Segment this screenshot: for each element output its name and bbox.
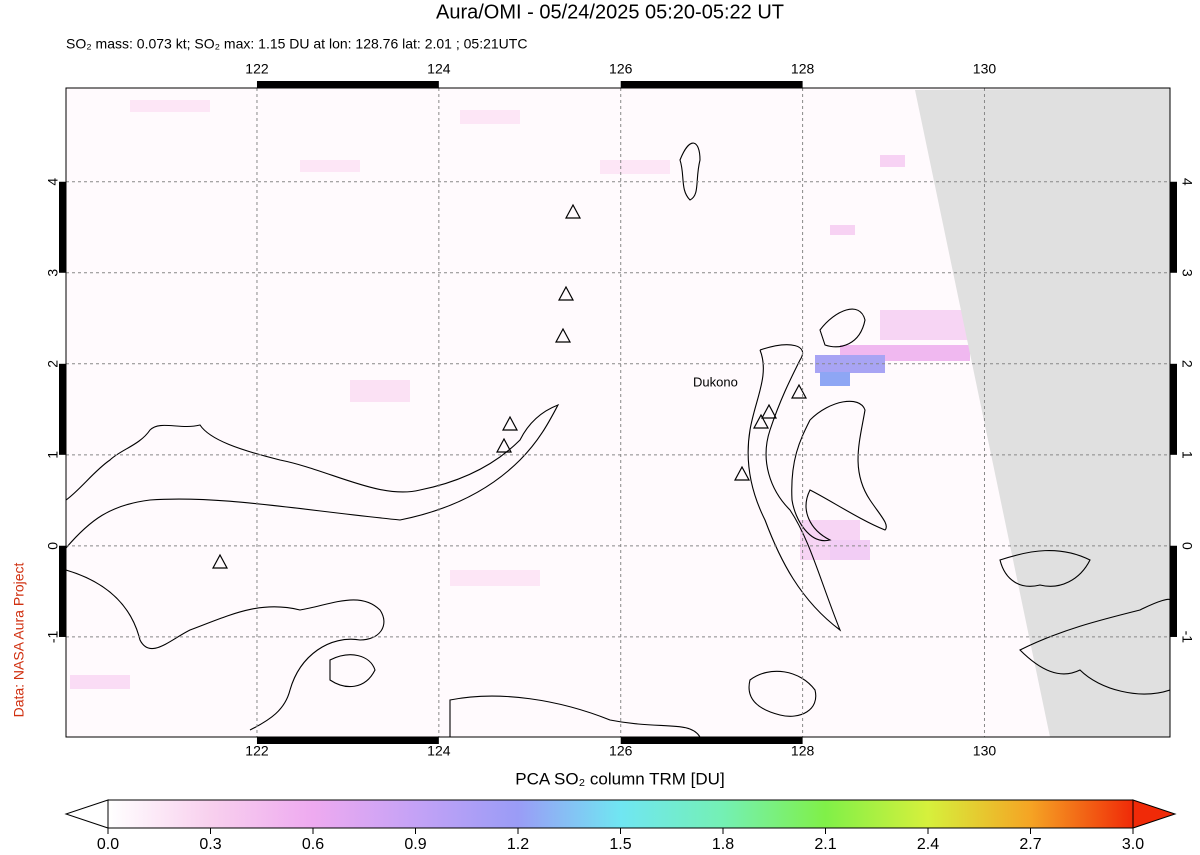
y-tick-label: 2: [1179, 360, 1195, 368]
no-data-swath: [915, 88, 1170, 737]
y-tick-label: 4: [1179, 178, 1195, 186]
x-tick-label: 128: [791, 61, 815, 77]
frame-bar: [256, 81, 439, 88]
x-tick-label: 128: [791, 743, 815, 759]
x-tick-label: 122: [245, 743, 269, 759]
frame-bar: [1170, 545, 1177, 637]
x-tick-label: 130: [973, 743, 997, 759]
colorbar-tick-label: 1.5: [609, 836, 631, 853]
x-tick-label: 124: [427, 61, 451, 77]
subtitle: SO₂ mass: 0.073 kt; SO₂ max: 1.15 DU at …: [66, 36, 527, 52]
colorbar-tick-label: 2.4: [917, 836, 939, 853]
so2-pixels: [815, 355, 885, 373]
colorbar-tick-label: 1.2: [507, 836, 529, 853]
y-tick-label: 1: [1179, 451, 1195, 459]
coastlines: [66, 142, 1170, 737]
frame-bar: [1170, 181, 1177, 273]
volcano-label: Dukono: [693, 374, 738, 389]
colorbar-tick-label: 2.7: [1019, 836, 1041, 853]
volcanoes: [211, 203, 808, 569]
y-tick-label: 2: [45, 360, 61, 368]
colorbar: [107, 799, 1134, 829]
colorbar-tick-label: 1.8: [712, 836, 734, 853]
y-tick-label: 3: [45, 269, 61, 277]
y-tick-label: 4: [45, 178, 61, 186]
x-tick-label: 126: [609, 743, 633, 759]
x-tick-label: 130: [973, 61, 997, 77]
frame-bar: [59, 363, 66, 455]
y-tick-label: 3: [1179, 269, 1195, 277]
y-tick-label: -1: [1179, 631, 1195, 644]
colorbar-arrow-low: [64, 799, 109, 829]
x-tick-label: 122: [245, 61, 269, 77]
colorbar-arrow-high: [1132, 799, 1177, 829]
x-tick-label: 124: [427, 743, 451, 759]
colorbar-tick-label: 0.6: [302, 836, 324, 853]
colorbar-label: PCA SO₂ column TRM [DU]: [515, 769, 724, 788]
title: Aura/OMI - 05/24/2025 05:20-05:22 UT: [436, 1, 784, 23]
colorbar-tick-label: 0.9: [404, 836, 426, 853]
credit: Data: NASA Aura Project: [11, 562, 27, 717]
y-tick-label: 0: [45, 542, 61, 550]
so2-pixels: [820, 372, 850, 386]
colorbar-tick-label: 0.0: [97, 836, 119, 853]
frame-bar: [59, 181, 66, 273]
colorbar-tick-label: 3.0: [1122, 836, 1144, 853]
frame-bar: [620, 737, 803, 744]
frame-bar: [59, 545, 66, 637]
colorbar-tick-label: 2.1: [814, 836, 836, 853]
x-tick-label: 126: [609, 61, 633, 77]
frame-bar: [256, 737, 439, 744]
y-tick-label: -1: [45, 630, 61, 643]
colorbar-tick-label: 0.3: [199, 836, 221, 853]
map-area: [66, 88, 1170, 737]
y-tick-label: 1: [45, 451, 61, 459]
so2-pixels: [70, 100, 970, 689]
frame-bar: [1170, 363, 1177, 455]
y-tick-label: 0: [1179, 542, 1195, 550]
frame-bar: [620, 81, 803, 88]
